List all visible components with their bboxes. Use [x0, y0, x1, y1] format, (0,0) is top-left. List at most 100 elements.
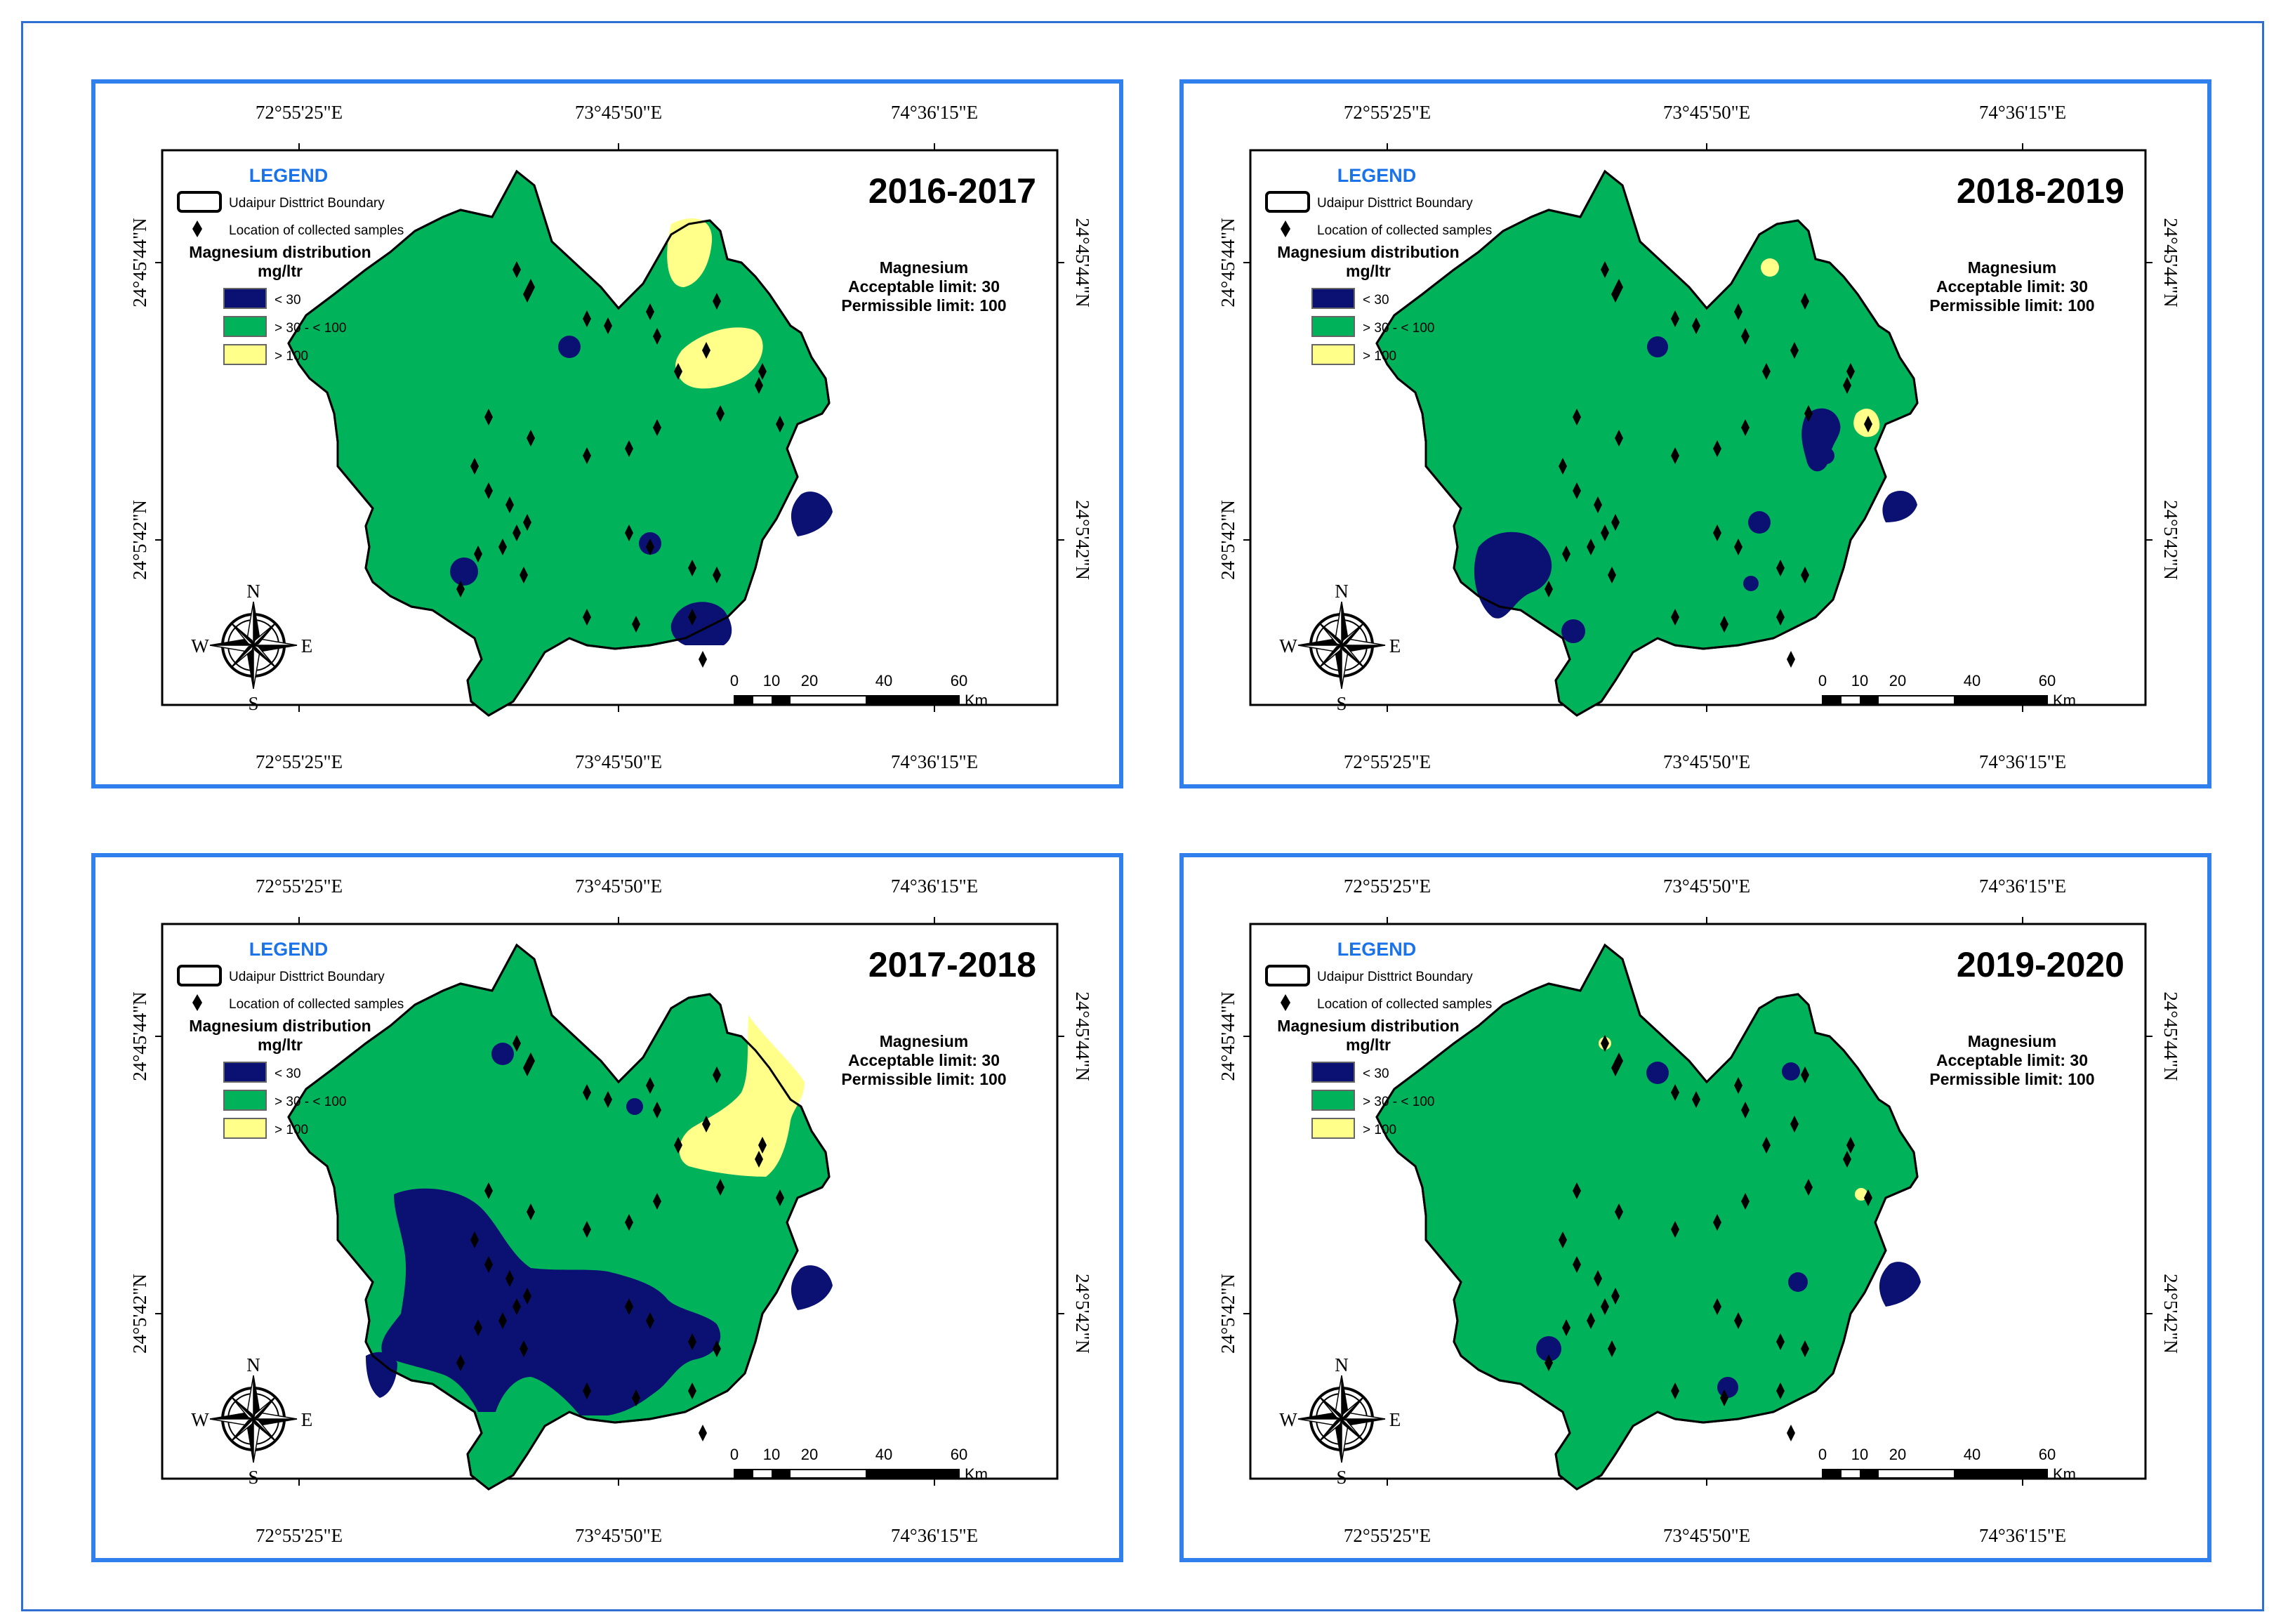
lon-label: 73°45'50"E [1663, 751, 1750, 772]
sample-location-marker [1713, 524, 1721, 541]
lat-label: 24°45'44"N [1072, 991, 1093, 1081]
map-panel-2018-2019: 72°55'25"E 73°45'50"E 74°36'15"E 72°55'2… [1179, 79, 2211, 788]
sample-location-marker [702, 342, 710, 359]
sample-location-marker [1762, 1137, 1771, 1154]
sample-location-marker [688, 609, 696, 626]
sample-location-marker [713, 567, 721, 583]
lat-label: 24°45'44"N [129, 218, 150, 307]
north-arrow: N S E W [1279, 1354, 1401, 1488]
lat-label: 24°45'44"N [129, 991, 150, 1081]
sample-location-marker [1671, 447, 1679, 464]
sample-location-marker [1559, 458, 1567, 475]
class-mid-swatch [223, 316, 267, 337]
sample-location-marker [1692, 1091, 1700, 1108]
limits-note: Magnesium Acceptable limit: 30 Permissib… [841, 1032, 1006, 1088]
sample-location-marker [646, 1312, 654, 1329]
sample-location-marker [583, 1221, 591, 1238]
zone-below-30 [791, 1265, 833, 1310]
boundary-legend-symbol [1265, 965, 1310, 986]
lon-label: 73°45'50"E [1663, 1525, 1750, 1546]
sample-location-marker [1545, 581, 1553, 598]
scale-tick: 10 [763, 1446, 780, 1463]
sample-legend-symbol [1281, 994, 1290, 1011]
class-low-swatch [223, 288, 267, 309]
permissible-limit: Permissible limit: 100 [1929, 1070, 2094, 1088]
map-panel-2017-2018: 72°55'25"E 73°45'50"E 74°36'15"E 72°55'2… [91, 853, 1123, 1562]
sample-location-marker [688, 1382, 696, 1399]
sample-location-marker [1692, 317, 1700, 334]
sample-location-marker [1601, 261, 1609, 278]
limits-note: Magnesium Acceptable limit: 30 Permissib… [1929, 258, 2094, 315]
zone-below-30 [1748, 511, 1771, 534]
zone-below-30 [381, 1188, 721, 1415]
legend-samples-label: Location of collected samples [1317, 223, 1492, 238]
scale-bar: 0 10 20 40 60 Km [730, 1446, 988, 1483]
zone-below-30 [1561, 619, 1585, 643]
sample-location-marker [702, 1116, 710, 1133]
compass-s: S [1336, 1467, 1347, 1488]
sample-location-marker [625, 524, 633, 541]
zone-above-100 [667, 218, 713, 287]
class-low-swatch [223, 1062, 267, 1083]
lat-label: 24°5'42"N [129, 500, 150, 580]
legend-dist-title: Magnesium distribution [1277, 1017, 1459, 1035]
lon-label: 74°36'15"E [1979, 876, 2066, 897]
compass-s: S [248, 693, 258, 714]
sample-location-marker [1601, 1035, 1609, 1052]
sample-legend-symbol [192, 994, 202, 1011]
year-title: 2016-2017 [868, 171, 1036, 211]
sample-location-marker [1611, 1059, 1620, 1076]
class-high-swatch [223, 1118, 267, 1139]
sample-location-marker [1734, 303, 1743, 320]
sample-location-marker [1843, 1151, 1851, 1168]
legend: LEGEND Udaipur Disttrict Boundary Locati… [177, 165, 404, 365]
figure-frame [21, 21, 2264, 1611]
class-mid-swatch [1311, 316, 1355, 337]
sample-location-marker [632, 1389, 640, 1406]
zone-above-100 [675, 327, 763, 389]
sample-location-marker [1608, 1340, 1616, 1357]
sample-location-marker [1713, 1298, 1721, 1315]
sample-location-marker [1734, 1077, 1743, 1094]
map-svg: 72°55'25"E 73°45'50"E 74°36'15"E 72°55'2… [129, 876, 1093, 1546]
sample-location-marker [513, 524, 521, 541]
sample-location-marker [513, 1298, 521, 1315]
lon-label: 72°55'25"E [1344, 102, 1431, 123]
compass-s: S [1336, 693, 1347, 714]
acceptable-limit: Acceptable limit: 30 [848, 1051, 1000, 1069]
map-svg: 72°55'25"E 73°45'50"E 74°36'15"E 72°55'2… [1217, 876, 2181, 1546]
lat-label: 24°5'42"N [1217, 500, 1238, 580]
map-panel-2019-2020: 72°55'25"E 73°45'50"E 74°36'15"E 72°55'2… [1179, 853, 2211, 1562]
permissible-limit: Permissible limit: 100 [1929, 296, 2094, 315]
sample-location-marker [632, 616, 640, 633]
sample-location-marker [1720, 616, 1728, 633]
legend-dist-unit: mg/ltr [1346, 262, 1391, 280]
sample-location-marker [520, 567, 528, 583]
legend-boundary-label: Udaipur Disttrict Boundary [229, 196, 385, 211]
sample-location-marker [699, 651, 707, 668]
scale-tick: 20 [801, 672, 818, 689]
lat-label: 24°5'42"N [129, 1274, 150, 1354]
sample-location-marker [1611, 514, 1620, 531]
zone-below-30 [670, 602, 732, 645]
zone-below-30 [450, 557, 478, 586]
sample-location-marker [1587, 1312, 1595, 1329]
legend-samples-label: Location of collected samples [229, 223, 404, 238]
lon-label: 73°45'50"E [575, 102, 662, 123]
legend-boundary-label: Udaipur Disttrict Boundary [1317, 970, 1473, 984]
zone-below-30 [1474, 532, 1552, 619]
class-high-swatch [1311, 344, 1355, 365]
zone-below-30 [491, 1043, 514, 1065]
compass-n: N [1335, 1354, 1349, 1375]
limits-note: Magnesium Acceptable limit: 30 Permissib… [1929, 1032, 2094, 1088]
scale-tick: 60 [2039, 1446, 2056, 1463]
legend: LEGEND Udaipur Disttrict Boundary Locati… [1265, 939, 1492, 1139]
sample-location-marker [674, 1137, 682, 1154]
compass-w: W [1279, 635, 1297, 656]
sample-location-marker [513, 1035, 521, 1052]
class-low-label: < 30 [275, 293, 301, 308]
scale-tick: 40 [1964, 1446, 1980, 1463]
lat-label: 24°45'44"N [1217, 218, 1238, 307]
sample-location-marker [1611, 1288, 1620, 1305]
year-title: 2019-2020 [1957, 945, 2124, 984]
